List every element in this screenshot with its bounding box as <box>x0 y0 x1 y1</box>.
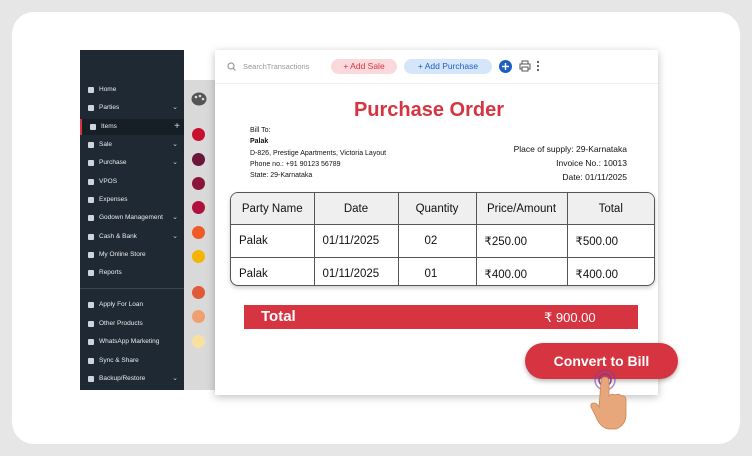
nav-item[interactable]: WhatsApp Marketing <box>80 334 184 350</box>
color-swatch[interactable] <box>192 310 205 323</box>
table-row: Palak 01/11/2025 01 ₹400.00 ₹400.00 <box>231 257 654 285</box>
color-swatch[interactable] <box>192 335 205 348</box>
cell: 01 <box>397 257 477 285</box>
color-swatch[interactable] <box>192 128 205 141</box>
phone: Phone no.: +91 90123 56789 <box>250 161 341 168</box>
add-purchase-button[interactable]: + Add Purchase <box>404 59 492 74</box>
header-cell: Total <box>566 193 654 225</box>
document-title: Purchase Order <box>353 99 505 121</box>
table-row: Palak 01/11/2025 02 ₹250.00 ₹500.00 <box>231 224 654 258</box>
color-swatch[interactable] <box>192 201 205 214</box>
nav-item[interactable]: My Online Store <box>80 247 184 263</box>
nav-item[interactable]: Backup/Restore ⌄ <box>80 371 184 387</box>
address: D-826, Prestige Apartments, Victoria Lay… <box>250 150 387 157</box>
invoice-date: Date: 01/11/2025 <box>562 172 627 182</box>
nav-label: Backup/Restore <box>99 375 146 382</box>
nav-item[interactable]: Cash & Bank ⌄ <box>80 229 184 245</box>
cell: 02 <box>397 224 477 258</box>
nav-item[interactable]: Sync & Share <box>80 353 184 369</box>
divider <box>80 288 184 289</box>
nav-label: Parties <box>99 104 120 111</box>
nav-label: Cash & Bank <box>99 233 137 240</box>
nav-item[interactable]: Godown Management ⌄ <box>80 210 184 226</box>
search-icon <box>227 62 236 71</box>
nav-label: Other Products <box>99 320 143 327</box>
top-bar: SearchTransactions + Add Sale + Add Purc… <box>215 50 658 84</box>
color-swatch[interactable] <box>192 177 205 190</box>
table: Party Name Date Quantity Price/Amount To… <box>231 193 654 285</box>
nav-item[interactable]: Apply For Loan <box>80 297 184 313</box>
nav-label: Purchase <box>99 159 127 166</box>
color-swatch[interactable] <box>192 226 205 239</box>
nav-item[interactable]: Reports <box>80 265 184 281</box>
bill-to-label: Bill To: <box>250 127 271 134</box>
color-swatch[interactable] <box>192 286 205 299</box>
cell: ₹400.00 <box>566 257 654 285</box>
nav-item[interactable]: Parties ⌄ <box>80 100 184 116</box>
nav-item[interactable]: Other Products <box>80 316 184 332</box>
cell: ₹250.00 <box>475 224 568 258</box>
nav-item[interactable]: Sale ⌄ <box>80 137 184 153</box>
nav-label: Sale <box>99 141 113 148</box>
add-sale-button[interactable]: + Add Sale <box>331 59 397 74</box>
hand-cursor <box>590 369 627 430</box>
cell: ₹400.00 <box>475 257 568 285</box>
search-input[interactable]: SearchTransactions <box>243 62 310 71</box>
items-table: Party Name Date Quantity Price/Amount To… <box>230 192 655 286</box>
nav-label: Expenses <box>99 196 128 203</box>
cell: Palak <box>231 224 315 258</box>
nav-label: Sync & Share <box>99 357 139 364</box>
color-palette <box>184 80 215 390</box>
total-label: Total <box>261 308 296 325</box>
nav-label: WhatsApp Marketing <box>99 338 160 345</box>
cell: 01/11/2025 <box>313 257 399 285</box>
nav-label: Reports <box>99 269 122 276</box>
nav-label: Apply For Loan <box>99 301 144 308</box>
nav-label: VPOS <box>99 178 118 185</box>
nav-item[interactable]: VPOS <box>80 174 184 190</box>
nav-item[interactable]: Expenses <box>80 192 184 208</box>
cell: 01/11/2025 <box>313 224 399 258</box>
convert-button[interactable]: Convert to Bill <box>525 343 678 379</box>
header-cell: Date <box>313 193 399 225</box>
add-button[interactable] <box>499 60 512 73</box>
print-button[interactable] <box>519 60 531 72</box>
nav-label: Home <box>99 86 117 93</box>
total-amount: ₹ 900.00 <box>544 310 596 325</box>
header-cell: Quantity <box>397 193 477 225</box>
place-of-supply: Place of supply: 29-Karnataka <box>513 144 627 154</box>
cell: ₹500.00 <box>566 224 654 258</box>
sidebar: Home Parties ⌄ Items + Sale ⌄ Purchase ⌄ VPO… <box>80 50 186 390</box>
nav-label: Items <box>101 123 117 130</box>
total-bar: Total ₹ 900.00 <box>244 305 638 329</box>
header-cell: Party Name <box>231 193 315 225</box>
state: State: 29-Karnataka <box>250 172 313 179</box>
color-swatch[interactable] <box>192 250 205 263</box>
cell: Palak <box>231 257 315 285</box>
nav-label: My Online Store <box>99 251 146 258</box>
nav-item[interactable]: Home <box>80 82 184 98</box>
color-swatch[interactable] <box>192 153 205 166</box>
nav-item-active[interactable]: Items + <box>80 119 186 135</box>
header-row: Party Name Date Quantity Price/Amount To… <box>231 193 654 225</box>
palette-icon <box>191 92 207 106</box>
header-cell: Price/Amount <box>475 193 568 225</box>
invoice-no: Invoice No.: 10013 <box>556 158 627 168</box>
nav-item[interactable]: Purchase ⌄ <box>80 155 184 171</box>
more-button[interactable] <box>536 60 540 72</box>
nav-label: Godown Management <box>99 214 163 221</box>
party-name: Palak <box>250 138 269 145</box>
